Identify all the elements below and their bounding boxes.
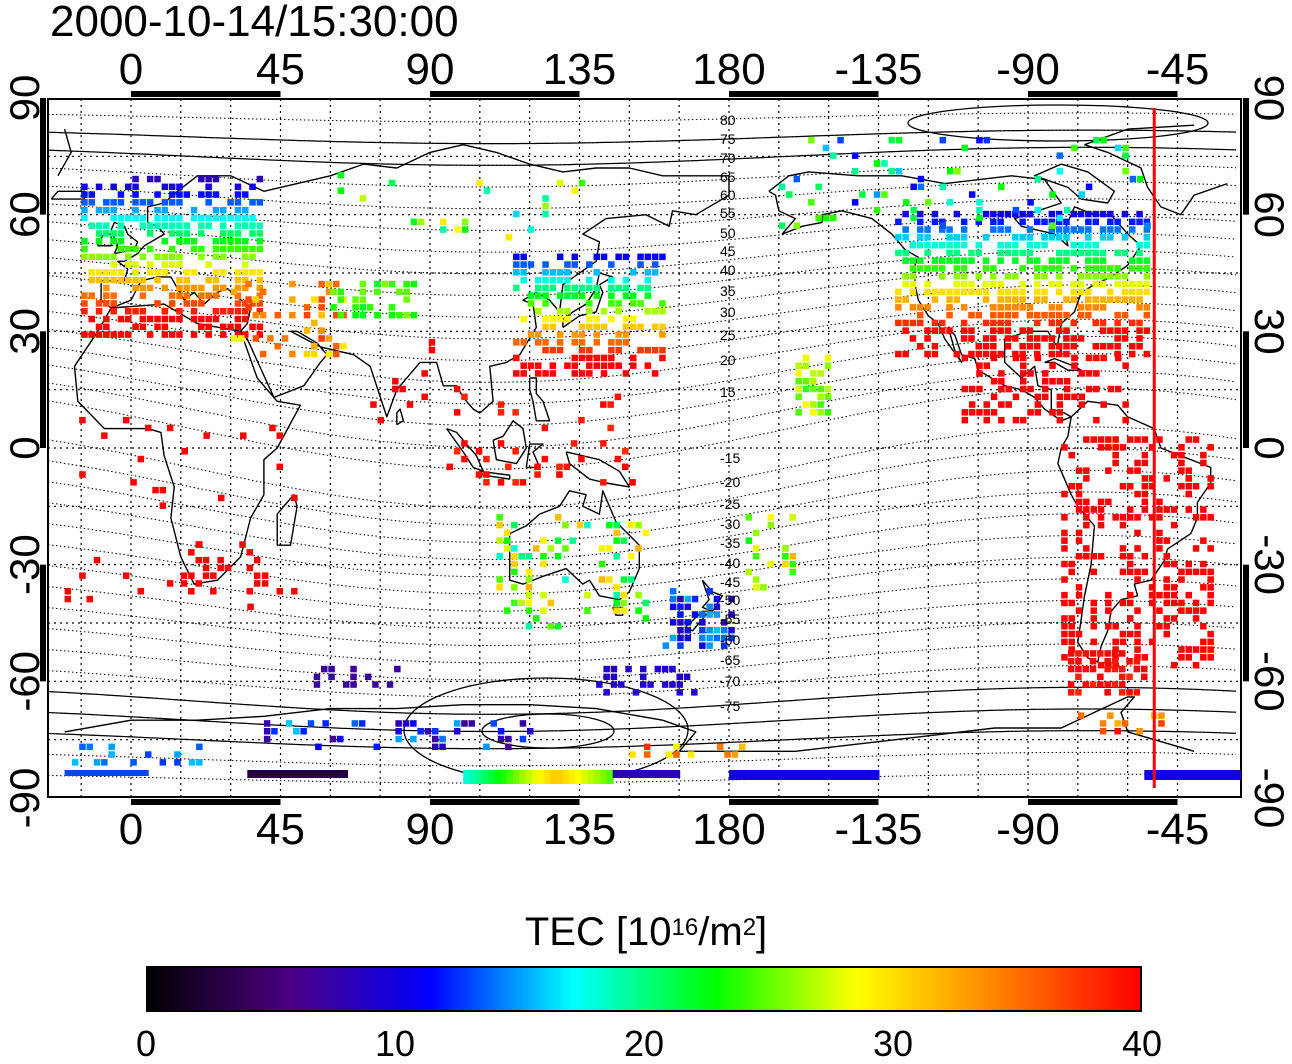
contour-label: 45 — [720, 243, 736, 259]
bottom-lon-label: 45 — [256, 805, 305, 854]
colorbar-tick-label: 10 — [374, 1023, 416, 1064]
map-title: 2000-10-14/15:30:00 — [50, 0, 459, 46]
bottom-lon-label: -45 — [1146, 805, 1210, 854]
axis-labels: 0 45 90 135 180 -135 -90 -450 45 90 135 180 -135 -90-… — [1, 45, 1292, 854]
bottom-lon-label: 0 — [119, 805, 143, 854]
contour-label: -70 — [720, 673, 740, 689]
contour-label: 65 — [720, 169, 736, 185]
contour-label: 25 — [720, 327, 736, 343]
contour-label: -15 — [720, 450, 740, 466]
contour-label: -30 — [720, 516, 740, 532]
contour-label: 40 — [720, 262, 736, 278]
top-lon-label: 45 — [256, 45, 305, 94]
right-lat-label: -90 — [1246, 768, 1292, 829]
contour-label: 55 — [720, 205, 736, 221]
left-lat-label: -90 — [1, 768, 48, 829]
contour-label: 15 — [720, 384, 736, 400]
colorbar-tick-label: 0 — [135, 1023, 157, 1064]
bottom-lon-label: -135 — [834, 805, 922, 854]
colorbar-tick-label: 20 — [623, 1023, 665, 1064]
contour-label: -50 — [720, 592, 740, 608]
colorbar-label: TEC [1016/m2] — [524, 910, 768, 954]
right-lat-label: 90 — [1246, 75, 1292, 122]
contour-label: -60 — [720, 632, 740, 648]
contour-label: 70 — [720, 150, 736, 166]
colorbar — [146, 966, 1142, 1012]
contour-label: -45 — [720, 574, 740, 590]
contour-label: -55 — [720, 611, 740, 627]
contour-label: -20 — [720, 474, 740, 490]
right-lat-label: 60 — [1246, 191, 1292, 238]
top-lon-label: -135 — [834, 45, 922, 94]
bottom-lon-label: 135 — [543, 805, 616, 854]
right-lat-label: -30 — [1246, 534, 1292, 595]
contour-label: 20 — [720, 352, 736, 368]
contour-label: -65 — [720, 652, 740, 668]
colorbar-tick-label: 30 — [872, 1023, 914, 1064]
contour-label: 80 — [720, 112, 736, 128]
contour-label: 75 — [720, 131, 736, 147]
top-lon-label: 0 — [119, 45, 143, 94]
left-lat-label: 60 — [1, 191, 48, 238]
contour-labels: 80 75 70 65 60 55 50 45 40 35 30 25 20 15 -15 -20 -25 -30… — [720, 112, 740, 714]
bottom-lon-label: -90 — [996, 805, 1060, 854]
contour-label: 30 — [720, 304, 736, 320]
bottom-lon-label: 90 — [406, 805, 455, 854]
right-lat-label: 30 — [1246, 308, 1292, 355]
contour-label: -35 — [720, 535, 740, 551]
top-lon-label: -90 — [996, 45, 1060, 94]
bottom-lon-label: 180 — [692, 805, 765, 854]
contour-label: 35 — [720, 283, 736, 299]
contour-label: -75 — [720, 698, 740, 714]
colorbar-tick-label: 40 — [1121, 1023, 1163, 1064]
top-lon-label: 135 — [543, 45, 616, 94]
right-lat-label: -60 — [1246, 651, 1292, 712]
left-lat-label: -60 — [1, 651, 48, 712]
top-lon-label: 90 — [406, 45, 455, 94]
contour-label: 60 — [720, 187, 736, 203]
tec-map: 80 75 70 65 60 55 50 45 40 35 30 25 20 15 -15 -20 -25 -30… — [1, 45, 1292, 854]
top-lon-label: -45 — [1146, 45, 1210, 94]
right-lat-label: 0 — [1246, 436, 1292, 459]
graticule — [48, 99, 1241, 797]
left-lat-label: 90 — [1, 75, 48, 122]
left-lat-label: 0 — [1, 436, 48, 459]
left-lat-label: 30 — [1, 308, 48, 355]
left-lat-label: -30 — [1, 534, 48, 595]
contour-label: -40 — [720, 555, 740, 571]
tec-cells — [64, 136, 1241, 784]
contour-label: -25 — [720, 496, 740, 512]
top-lon-label: 180 — [692, 45, 765, 94]
contour-label: 50 — [720, 225, 736, 241]
